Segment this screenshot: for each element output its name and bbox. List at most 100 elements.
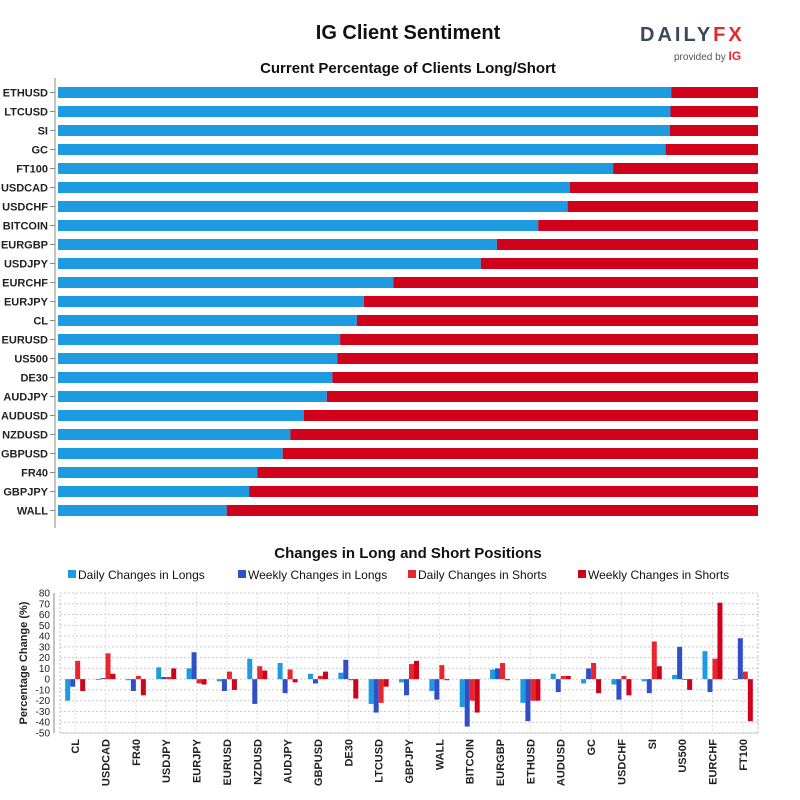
changes-category-label: DE30 (343, 739, 355, 767)
changes-bar (434, 679, 440, 700)
sentiment-category-label: SI (38, 126, 48, 138)
short-bar (332, 372, 758, 383)
changes-bar (656, 666, 662, 680)
changes-bar (226, 671, 232, 680)
short-bar (670, 106, 758, 117)
legend-swatch (68, 570, 76, 578)
changes-category-label: EURJPY (192, 738, 204, 783)
long-bar (58, 372, 333, 383)
short-bar (337, 353, 758, 364)
short-bar (496, 239, 758, 250)
changes-category-label: USDCAD (101, 739, 113, 786)
changes-y-tick-label: -20 (36, 696, 51, 707)
changes-bar (651, 641, 657, 680)
changes-bar (100, 678, 106, 680)
sentiment-category-label: CL (33, 316, 48, 328)
changes-bar (373, 679, 379, 713)
short-bar (567, 201, 758, 212)
changes-bar (196, 679, 202, 684)
changes-bar (156, 667, 162, 680)
changes-bar (65, 679, 71, 701)
changes-bar (530, 679, 536, 701)
long-bar (58, 201, 568, 212)
dailyfx-logo: DAILYFX provided by IG (640, 24, 760, 64)
changes-y-tick-label: -40 (36, 718, 51, 729)
changes-bar (140, 679, 146, 696)
changes-bar (262, 670, 268, 680)
changes-category-label: FR40 (131, 739, 143, 766)
changes-bar (702, 651, 708, 680)
long-bar (58, 505, 227, 516)
changes-bar (404, 679, 409, 696)
changes-bar (75, 660, 81, 680)
short-bar (665, 144, 758, 155)
changes-bar (429, 679, 435, 691)
changes-bar (171, 668, 177, 680)
legend-label: Weekly Changes in Shorts (588, 568, 730, 582)
changes-bar (216, 679, 222, 682)
changes-bar (747, 679, 753, 722)
sentiment-category-label: GC (32, 145, 49, 157)
legend-swatch (408, 570, 416, 578)
changes-bar (550, 673, 556, 680)
changes-category-label: LTCUSD (374, 739, 386, 783)
changes-category-label: USDJPY (161, 738, 173, 783)
changes-y-tick-label: 70 (39, 599, 51, 610)
sentiment-category-label: NZDUSD (2, 430, 48, 442)
changes-bar (252, 679, 258, 704)
short-bar (290, 429, 758, 440)
changes-bar (282, 679, 288, 694)
changes-bar (383, 679, 389, 687)
changes-category-label: BITCOIN (465, 739, 477, 784)
changes-bar (257, 666, 263, 680)
long-bar (58, 334, 341, 345)
sentiment-category-label: GBPUSD (1, 449, 48, 461)
changes-bar (322, 671, 328, 680)
changes-bar (105, 653, 111, 680)
legend-item: Weekly Changes in Longs (238, 568, 387, 582)
changes-bar (368, 679, 374, 704)
changes-chart-legend: Daily Changes in Longs Weekly Changes in … (68, 568, 768, 584)
changes-bar (581, 679, 587, 684)
changes-bar (641, 679, 647, 682)
sentiment-category-label: BITCOIN (3, 221, 48, 233)
short-bar (340, 334, 758, 345)
long-bar (58, 429, 291, 440)
long-bar (58, 106, 671, 117)
changes-bar (444, 679, 450, 681)
short-bar (356, 315, 758, 326)
changes-bar (277, 663, 283, 680)
changes-bar (338, 672, 344, 680)
short-bar (303, 410, 758, 421)
sentiment-category-label: FT100 (16, 164, 48, 176)
short-bar (393, 277, 758, 288)
long-bar (58, 296, 364, 307)
sentiment-category-label: DE30 (20, 373, 48, 385)
short-bar (480, 258, 758, 269)
short-bar (363, 296, 758, 307)
changes-bar (646, 679, 652, 694)
changes-bar (378, 679, 384, 703)
changes-category-label: FT100 (738, 739, 750, 771)
sentiment-category-label: EURCHF (2, 278, 48, 290)
changes-bar (135, 675, 141, 680)
changes-bar (348, 679, 354, 681)
changes-y-tick-label: 0 (44, 675, 50, 686)
legend-item: Daily Changes in Longs (68, 568, 205, 582)
changes-category-label: SI (647, 739, 659, 749)
short-bar (669, 125, 758, 136)
changes-bar (560, 675, 566, 680)
changes-bar (707, 679, 713, 693)
long-bar (58, 144, 666, 155)
short-bar (282, 448, 758, 459)
changes-bar (353, 679, 359, 699)
changes-bar (464, 679, 470, 727)
changes-bar (414, 660, 419, 680)
long-bar (58, 277, 394, 288)
short-bar (569, 182, 758, 193)
changes-bar (621, 675, 627, 680)
changes-category-label: ETHUSD (525, 739, 537, 784)
sentiment-category-label: AUDUSD (1, 411, 48, 423)
short-bar (613, 163, 758, 174)
changes-bar (125, 679, 131, 681)
